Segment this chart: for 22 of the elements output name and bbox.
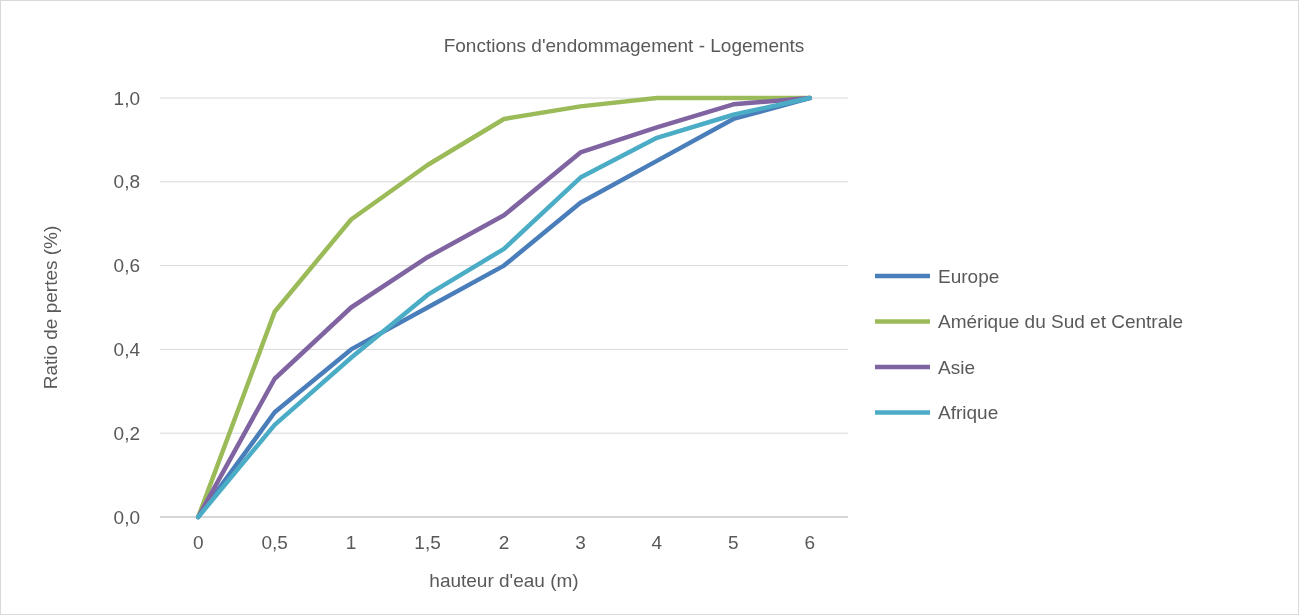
legend-label: Europe [938, 265, 1000, 287]
y-tick-label: 0,2 [113, 422, 140, 444]
x-tick-label: 3 [575, 532, 586, 553]
x-tick-label: 4 [651, 532, 663, 553]
x-axis-title: hauteur d'eau (m) [429, 570, 579, 591]
y-axis-title: Ratio de pertes (%) [40, 225, 61, 390]
x-tick-label: 2 [498, 532, 510, 553]
x-tick-label: 6 [804, 532, 816, 553]
chart-title: Fonctions d'endommagement - Logements [443, 35, 805, 56]
y-tick-label: 0,0 [113, 506, 140, 528]
legend-label: Afrique [938, 402, 999, 424]
x-tick-label: 5 [728, 532, 739, 553]
y-tick-label: 0,8 [113, 171, 140, 193]
y-tick-label: 0,4 [113, 339, 141, 361]
x-tick-label: 1,5 [414, 532, 441, 553]
x-tick-label: 0,5 [261, 532, 288, 553]
x-tick-label: 0 [192, 532, 204, 553]
legend-label: Asie [938, 356, 975, 378]
legend-label: Amérique du Sud et Centrale [938, 311, 1184, 333]
y-tick-label: 0,6 [113, 255, 140, 277]
x-tick-label: 1 [345, 532, 357, 553]
y-tick-label: 1,0 [113, 87, 140, 109]
